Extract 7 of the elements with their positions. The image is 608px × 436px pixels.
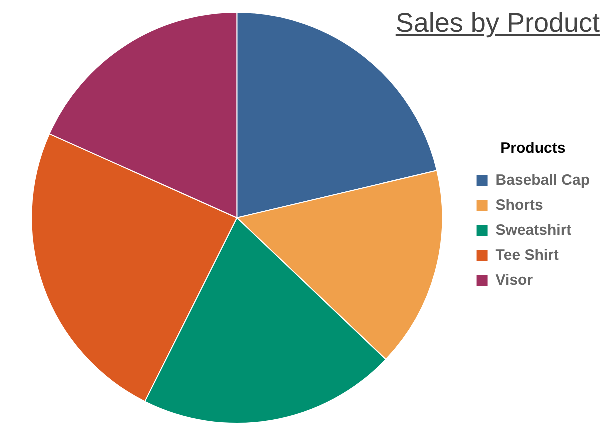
legend-label: Sweatshirt [496,222,572,240]
legend-label: Shorts [496,197,544,214]
chart-title: Sales by Product [396,8,600,39]
legend-label: Tee Shirt [496,247,559,264]
legend-title: Products [500,140,566,158]
legend-label: Baseball Cap [496,172,590,190]
legend-label: Visor [496,272,534,290]
